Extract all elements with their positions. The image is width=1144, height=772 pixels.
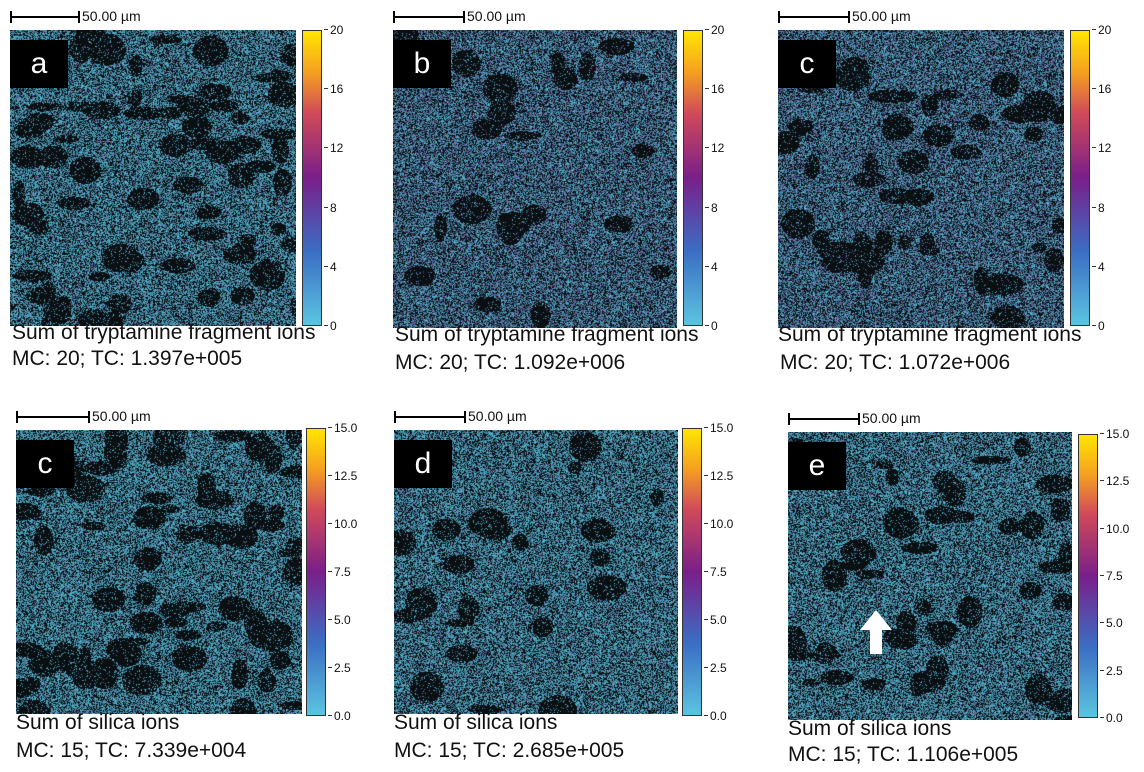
caption-title: Sum of silica ions <box>394 711 558 734</box>
color-bar-tick-label: 8 <box>324 200 337 215</box>
scale-bar: 50.00 µm <box>788 410 948 426</box>
caption-stats: MC: 20; TC: 1.072e+006 <box>780 351 1011 374</box>
color-bar <box>682 428 702 716</box>
scale-bar-label: 50.00 µm <box>862 410 921 426</box>
color-bar-tick-label: 4 <box>1092 259 1105 274</box>
color-bar-tick-label: 4 <box>705 259 718 274</box>
caption-title: Sum of silica ions <box>788 717 952 740</box>
scale-bar-label: 50.00 µm <box>92 408 151 424</box>
color-bar-tick-label: 20 <box>323 23 344 37</box>
color-bar-tick-label: 15.0 <box>703 421 734 435</box>
color-bar-tick-label: 16 <box>323 82 344 97</box>
color-bar-tick-label: 10.0 <box>327 517 358 531</box>
color-bar-tick-label: 20 <box>704 23 725 37</box>
color-bar-tick-label: 5.0 <box>328 613 351 627</box>
color-bar <box>1070 30 1090 326</box>
color-bar-tick-label: 12.5 <box>1099 474 1130 489</box>
caption-stats: MC: 20; TC: 1.397e+005 <box>12 347 243 370</box>
caption-stats: MC: 15; TC: 2.685e+005 <box>394 739 625 762</box>
caption-stats: MC: 15; TC: 7.339e+004 <box>16 739 247 762</box>
color-bar-tick-label: 12.5 <box>703 469 734 483</box>
panel-letter: b <box>393 40 451 88</box>
arrow-up-icon <box>860 610 892 654</box>
color-bar-tick-label: 12 <box>1091 141 1112 156</box>
caption-stats: MC: 15; TC: 1.106e+005 <box>788 743 1019 766</box>
color-bar-tick-label: 2.5 <box>328 661 351 675</box>
color-bar-tick-label: 16 <box>704 82 725 97</box>
color-bar-tick-label: 15.0 <box>1099 427 1130 441</box>
color-bar-tick-label: 7.5 <box>704 565 727 579</box>
caption-stats: MC: 20; TC: 1.092e+006 <box>395 351 626 374</box>
scale-bar-label: 50.00 µm <box>82 8 141 24</box>
color-bar-tick-label: 7.5 <box>328 565 351 579</box>
panel-letter: c <box>778 40 836 88</box>
panel-letter: a <box>10 40 68 88</box>
scale-bar: 50.00 µm <box>394 408 554 424</box>
caption-title: Sum of silica ions <box>16 711 180 734</box>
color-bar <box>306 428 326 716</box>
color-bar-tick-label: 0.0 <box>704 709 727 723</box>
color-bar-tick-label: 5.0 <box>704 613 727 627</box>
color-bar-tick-label: 12 <box>323 141 344 156</box>
caption-title: Sum of tryptamine fragment ions <box>778 323 1082 346</box>
color-bar-tick-label: 0 <box>1092 319 1105 333</box>
color-bar-tick-label: 8 <box>1092 200 1105 215</box>
scale-bar: 50.00 µm <box>778 8 938 24</box>
color-bar <box>1078 434 1098 718</box>
color-bar-tick-label: 2.5 <box>1100 663 1123 678</box>
color-bar-tick-label: 0.0 <box>1100 711 1123 725</box>
scale-bar-label: 50.00 µm <box>468 408 527 424</box>
scale-bar: 50.00 µm <box>10 8 170 24</box>
color-bar-tick-label: 4 <box>324 259 337 274</box>
color-bar-tick-label: 20 <box>1091 23 1112 37</box>
color-bar-tick-label: 0.0 <box>328 709 351 723</box>
color-bar <box>302 30 322 326</box>
ion-image <box>10 30 296 326</box>
color-bar-tick-label: 10.0 <box>703 517 734 531</box>
color-bar-tick-label: 15.0 <box>327 421 358 435</box>
caption-title: Sum of tryptamine fragment ions <box>395 323 699 346</box>
color-bar <box>683 30 703 326</box>
color-bar-tick-label: 5.0 <box>1100 616 1123 631</box>
scale-bar-label: 50.00 µm <box>467 8 526 24</box>
color-bar-tick-label: 12.5 <box>327 469 358 483</box>
color-bar-tick-label: 0 <box>705 319 718 333</box>
color-bar-tick-label: 12 <box>704 141 725 156</box>
color-bar-tick-label: 7.5 <box>1100 569 1123 583</box>
scale-bar: 50.00 µm <box>393 8 553 24</box>
color-bar-tick-label: 2.5 <box>704 661 727 675</box>
panel-letter: d <box>394 440 452 488</box>
scale-bar: 50.00 µm <box>16 408 176 424</box>
panel-letter: c <box>16 440 74 488</box>
color-bar-tick-label: 16 <box>1091 82 1112 97</box>
color-bar-tick-label: 8 <box>705 200 718 215</box>
scale-bar-label: 50.00 µm <box>852 8 911 24</box>
color-bar-tick-label: 0 <box>324 319 337 333</box>
panel-letter: e <box>788 442 846 490</box>
color-bar-tick-label: 10.0 <box>1099 521 1130 536</box>
caption-title: Sum of tryptamine fragment ions <box>12 321 316 344</box>
